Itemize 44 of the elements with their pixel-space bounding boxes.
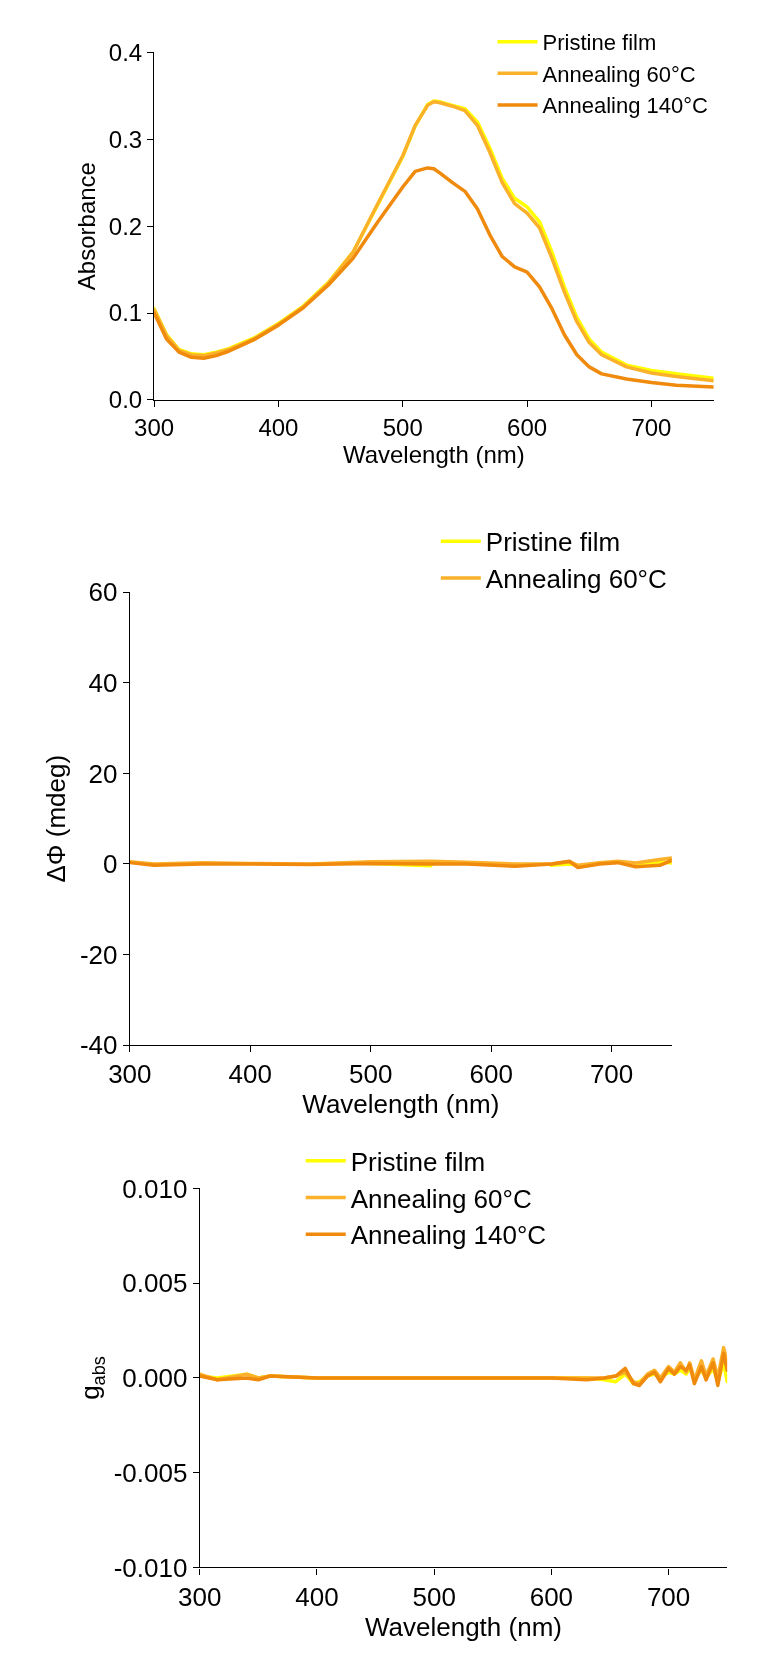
x-tick-label: 400	[295, 1581, 339, 1612]
y-axis-title: Absorbance	[72, 162, 100, 291]
x-tick-label: 600	[507, 413, 548, 441]
x-axis-title: Wavelength (nm)	[364, 1611, 562, 1642]
x-tick-label: 500	[382, 413, 423, 441]
x-tick-label: 700	[646, 1581, 691, 1612]
y-tick-label: -0.010	[113, 1552, 188, 1583]
legend-label: Pristine film	[485, 527, 621, 558]
x-tick-label: 300	[134, 413, 175, 441]
y-tick-label: 0.000	[122, 1363, 188, 1394]
legend-label: Annealing 60°C	[485, 564, 667, 595]
x-tick-label: 600	[529, 1581, 574, 1612]
y-tick-label: 0.010	[122, 1173, 188, 1204]
y-tick-label: 0.005	[122, 1268, 188, 1299]
legend-label: Annealing 60°C	[542, 61, 696, 87]
x-tick-label: 400	[228, 1059, 272, 1090]
y-tick-label: 40	[88, 668, 118, 699]
legend-label: Pristine film	[350, 1146, 486, 1177]
x-tick-label: 700	[589, 1059, 634, 1090]
y-tick-label: -20	[79, 939, 118, 970]
y-tick-label: 60	[88, 577, 118, 608]
y-tick-label: 0.2	[108, 212, 143, 240]
x-tick-label: 400	[258, 413, 299, 441]
y-tick-label: -40	[79, 1030, 118, 1061]
x-tick-label: 700	[631, 413, 672, 441]
y-tick-label: 0	[103, 849, 118, 880]
legend-label: Annealing 140°C	[542, 93, 709, 119]
x-tick-label: 500	[349, 1059, 393, 1090]
legend-label: Annealing 60°C	[350, 1183, 532, 1214]
x-tick-label: 500	[412, 1581, 456, 1612]
legend-label: Pristine film	[542, 30, 657, 56]
y-axis-title: ΔΦ (mdeg)	[41, 754, 72, 883]
y-tick-label: 0.3	[108, 125, 143, 153]
legend-label: Annealing 140°C	[350, 1220, 547, 1251]
x-tick-label: 300	[178, 1581, 222, 1612]
y-tick-label: 20	[88, 758, 118, 789]
x-axis-title: Wavelength (nm)	[302, 1089, 500, 1120]
x-tick-label: 300	[108, 1059, 152, 1090]
y-tick-label: 0.1	[108, 299, 143, 327]
x-axis-title: Wavelength (nm)	[342, 440, 525, 468]
y-tick-label: -0.005	[113, 1457, 188, 1488]
y-tick-label: 0.4	[108, 38, 143, 66]
x-tick-label: 600	[469, 1059, 513, 1090]
y-tick-label: 0.0	[108, 386, 143, 414]
